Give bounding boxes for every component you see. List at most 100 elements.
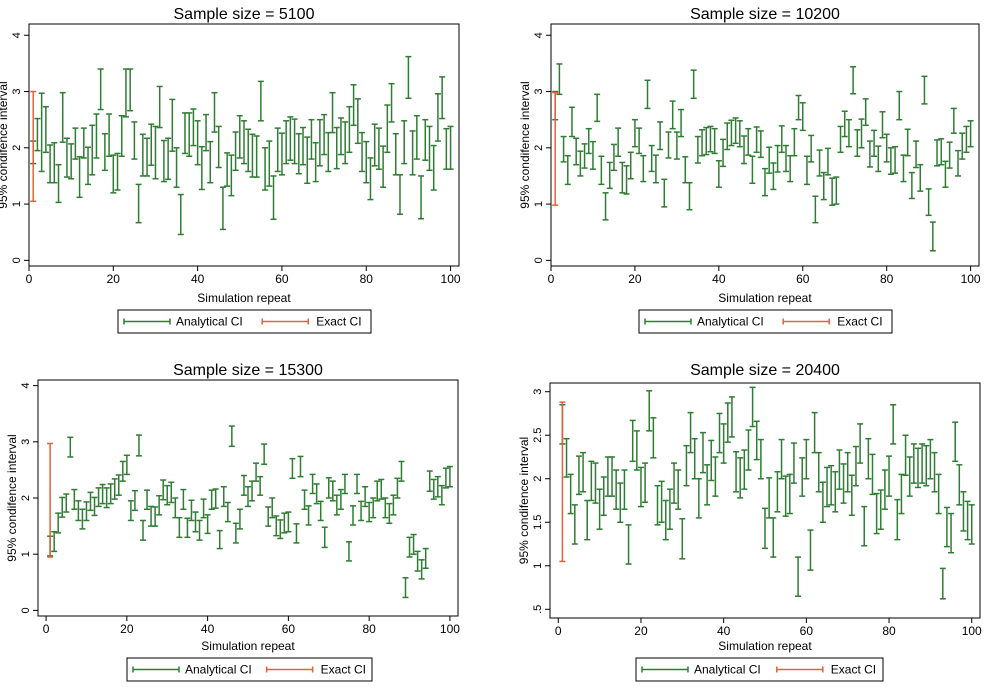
analytical-ci-bar — [617, 482, 624, 524]
analytical-ci-bar — [869, 453, 876, 496]
analytical-ci-bar — [115, 474, 122, 496]
analytical-ci-bar — [228, 154, 235, 197]
analytical-ci-bar — [287, 116, 294, 161]
analytical-ci-bar — [402, 577, 409, 599]
analytical-ci-bar — [959, 132, 966, 160]
analytical-ci-bar — [770, 162, 777, 191]
analytical-ci-bar — [577, 150, 584, 177]
analytical-ci-bar — [732, 117, 739, 145]
analytical-ci-bar — [240, 474, 247, 496]
analytical-ci-bar — [321, 113, 328, 156]
analytical-ci-bar — [567, 473, 574, 515]
analytical-ci-bar — [883, 133, 890, 163]
analytical-ci-bar — [345, 541, 352, 562]
analytical-ci-bar — [257, 80, 264, 122]
analytical-ci-bar — [807, 529, 814, 571]
analytical-ci-bar — [669, 100, 676, 130]
x-tick-label: 0 — [26, 272, 33, 286]
analytical-ci-bar — [964, 500, 971, 541]
analytical-ci-bar — [165, 137, 172, 181]
analytical-ci-bar — [367, 157, 374, 201]
analytical-ci-bar — [782, 144, 789, 173]
analytical-ci-bar — [67, 436, 74, 458]
analytical-ci-bar — [186, 112, 193, 158]
analytical-ci-bar — [790, 442, 797, 484]
analytical-ci-bar — [829, 177, 836, 206]
analytical-ci-bar — [795, 556, 802, 597]
analytical-ci-bar — [935, 473, 942, 515]
analytical-ci-bar — [103, 487, 110, 509]
analytical-ci-bar — [610, 143, 617, 172]
analytical-ci-bar — [753, 126, 760, 154]
analytical-ci-bar — [799, 102, 806, 132]
analytical-ci-bar — [588, 460, 595, 502]
analytical-ci-bar — [600, 476, 607, 517]
analytical-ci-bar — [350, 505, 356, 526]
y-axis-label: 95% condifence interval — [5, 434, 19, 561]
analytical-ci-bar — [358, 500, 365, 522]
analytical-ci-bar — [803, 438, 810, 480]
analytical-ci-bar — [380, 145, 387, 188]
analytical-ci-bar — [350, 84, 357, 127]
y-tick-label: 2 — [20, 495, 32, 501]
analytical-ci-bar — [950, 107, 957, 134]
analytical-ci-bar — [906, 456, 913, 497]
x-tick-label: 60 — [796, 272, 810, 286]
analytical-ci-bar — [273, 515, 280, 537]
analytical-ci-bar — [820, 171, 827, 201]
exact-ci-bar — [47, 442, 54, 558]
analytical-ci-bar — [665, 131, 672, 159]
analytical-ci-bar — [99, 483, 106, 505]
analytical-ci-bar — [398, 460, 405, 482]
analytical-ci-bar — [321, 526, 328, 549]
y-tick-label: 1.5 — [532, 515, 544, 530]
analytical-ci-bar — [224, 152, 231, 187]
analytical-ci-bar — [919, 443, 926, 484]
analytical-ci-bar — [845, 118, 852, 148]
analytical-ci-bar — [414, 550, 421, 572]
analytical-ci-bar — [442, 467, 449, 489]
analytical-ci-bar — [615, 127, 622, 158]
exact-ci-bar — [559, 401, 566, 563]
x-tick-label: 40 — [201, 622, 215, 636]
analytical-ci-bar — [289, 457, 296, 480]
y-tick-label: 3 — [533, 88, 545, 94]
x-tick-label: 80 — [362, 622, 376, 636]
analytical-ci-bar — [304, 136, 311, 185]
analytical-ci-bar — [892, 145, 899, 174]
analytical-ci-bar — [596, 488, 603, 530]
analytical-ci-bar — [184, 517, 191, 539]
analytical-ci-bar — [430, 478, 437, 500]
analytical-ci-bar — [38, 92, 45, 173]
analytical-ci-bar — [83, 501, 90, 522]
analytical-ci-bar — [828, 464, 835, 506]
analytical-ci-bar — [97, 68, 104, 111]
analytical-ci-bar — [359, 131, 366, 173]
analytical-ci-bar — [111, 478, 118, 500]
analytical-ci-bar — [594, 93, 601, 123]
analytical-ci-bar — [857, 423, 864, 464]
analytical-ci-bar — [59, 91, 66, 143]
y-axis-label: 95% condifence interval — [0, 81, 10, 208]
analytical-ci-bar — [198, 145, 205, 191]
analytical-ci-bar — [925, 188, 932, 217]
analytical-ci-bar — [140, 519, 146, 541]
analytical-ci-bar — [300, 126, 307, 166]
y-tick-label: 0 — [533, 257, 545, 263]
analytical-ci-bar — [325, 131, 332, 173]
analytical-ci-bar — [757, 130, 764, 159]
analytical-ci-bar — [875, 145, 882, 173]
analytical-ci-bar — [148, 123, 155, 167]
analytical-ci-bar — [253, 462, 260, 482]
x-tick-label: 0 — [548, 272, 555, 286]
analytical-ci-bar — [633, 430, 640, 471]
legend-exact-label: Exact CI — [837, 315, 882, 329]
analytical-ci-bar — [691, 437, 698, 480]
y-tick-label: 2 — [533, 145, 545, 151]
analytical-ci-bar — [135, 434, 142, 457]
analytical-ci-bar — [176, 516, 183, 539]
y-tick-label: 1 — [532, 563, 544, 569]
analytical-ci-bar — [212, 488, 219, 509]
analytical-ci-bar — [631, 118, 638, 148]
